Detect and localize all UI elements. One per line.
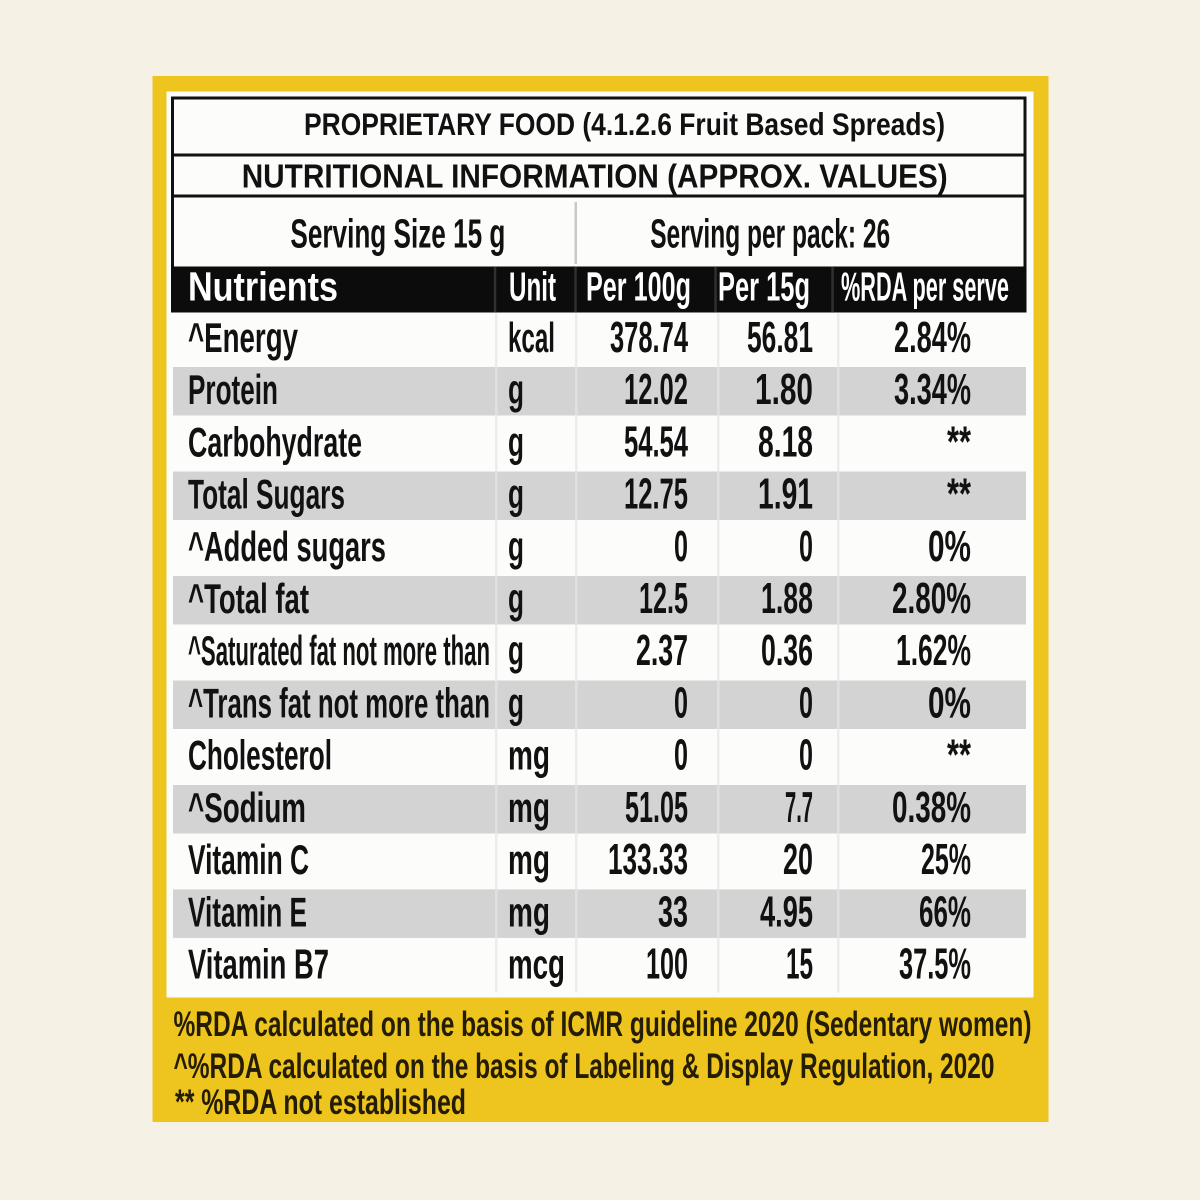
svg-text:54.54: 54.54 — [624, 417, 688, 466]
svg-text:mg: mg — [508, 732, 550, 779]
svg-text:g: g — [508, 575, 524, 622]
svg-text:0%: 0% — [928, 679, 971, 728]
svg-text:0.38%: 0.38% — [892, 783, 971, 832]
svg-text:Nutrients: Nutrients — [188, 264, 338, 310]
svg-text:Vitamin B7: Vitamin B7 — [188, 941, 329, 988]
svg-text:Serving per pack: 26: Serving per pack: 26 — [650, 211, 890, 257]
svg-text:7.7: 7.7 — [785, 783, 813, 832]
svg-text:0: 0 — [674, 679, 688, 728]
svg-text:1.91: 1.91 — [758, 470, 813, 519]
svg-text:56.81: 56.81 — [747, 313, 813, 362]
svg-text:^Trans fat not more than: ^Trans fat not more than — [188, 680, 490, 727]
svg-text:12.75: 12.75 — [624, 470, 688, 519]
svg-text:Total Sugars: Total Sugars — [188, 471, 345, 518]
svg-text:0: 0 — [674, 522, 688, 571]
svg-text:8.18: 8.18 — [758, 417, 813, 466]
svg-text:51.05: 51.05 — [625, 783, 688, 832]
svg-text:Unit: Unit — [509, 264, 556, 310]
svg-text:25%: 25% — [921, 835, 971, 884]
svg-text:Cholesterol: Cholesterol — [188, 732, 332, 779]
svg-text:NUTRITIONAL INFORMATION (APPRO: NUTRITIONAL INFORMATION (APPROX. VALUES) — [242, 158, 948, 195]
svg-text:133.33: 133.33 — [608, 835, 688, 884]
svg-text:^Added sugars: ^Added sugars — [188, 523, 386, 570]
svg-text:37.5%: 37.5% — [899, 940, 971, 989]
svg-text:20: 20 — [783, 835, 813, 884]
svg-text:^%RDA calculated on the basis: ^%RDA calculated on the basis of Labelin… — [174, 1046, 995, 1086]
svg-text:g: g — [508, 366, 524, 413]
svg-text:** %RDA not established: ** %RDA not established — [175, 1082, 466, 1122]
svg-text:%RDA per serve: %RDA per serve — [841, 264, 1009, 310]
svg-text:1.88: 1.88 — [761, 574, 813, 623]
svg-text:0.36: 0.36 — [761, 626, 813, 675]
svg-text:g: g — [508, 418, 524, 465]
svg-text:Serving Size 15 g: Serving Size 15 g — [290, 211, 505, 257]
svg-text:mg: mg — [508, 888, 550, 935]
svg-text:100: 100 — [646, 940, 688, 989]
svg-text:kcal: kcal — [508, 314, 555, 361]
svg-text:0: 0 — [674, 731, 688, 780]
svg-text:66%: 66% — [919, 887, 971, 936]
svg-text:PROPRIETARY FOOD (4.1.2.6 Frui: PROPRIETARY FOOD (4.1.2.6 Fruit Based Sp… — [304, 106, 945, 142]
svg-text:12.02: 12.02 — [624, 365, 688, 414]
svg-text:Per 100g: Per 100g — [586, 264, 691, 310]
svg-text:1.80: 1.80 — [755, 365, 813, 414]
svg-text:mg: mg — [508, 784, 550, 831]
svg-text:0: 0 — [799, 731, 813, 780]
svg-text:33: 33 — [658, 887, 688, 936]
svg-text:Protein: Protein — [188, 366, 278, 413]
svg-text:Carbohydrate: Carbohydrate — [188, 418, 362, 465]
svg-text:g: g — [508, 680, 524, 727]
svg-text:mg: mg — [508, 836, 550, 883]
svg-text:378.74: 378.74 — [610, 313, 688, 362]
svg-text:Vitamin E: Vitamin E — [188, 888, 307, 935]
svg-text:^Energy: ^Energy — [188, 314, 298, 361]
svg-text:Per 15g: Per 15g — [718, 264, 810, 310]
svg-text:**: ** — [947, 470, 972, 519]
svg-text:2.80%: 2.80% — [892, 574, 971, 623]
svg-text:^Total fat: ^Total fat — [188, 575, 309, 622]
svg-text:**: ** — [947, 731, 972, 780]
svg-text:0: 0 — [799, 679, 813, 728]
svg-text:mcg: mcg — [508, 941, 565, 988]
svg-text:0: 0 — [799, 522, 813, 571]
svg-text:%RDA calculated on the basis o: %RDA calculated on the basis of ICMR gui… — [174, 1004, 1032, 1044]
svg-text:12.5: 12.5 — [639, 574, 688, 623]
svg-text:1.62%: 1.62% — [896, 626, 971, 675]
svg-text:2.37: 2.37 — [636, 626, 688, 675]
svg-text:3.34%: 3.34% — [894, 365, 971, 414]
svg-text:Vitamin C: Vitamin C — [188, 836, 309, 883]
svg-text:15: 15 — [786, 940, 813, 989]
svg-text:g: g — [508, 627, 524, 674]
svg-text:**: ** — [947, 417, 972, 466]
svg-text:g: g — [508, 471, 524, 518]
svg-text:4.95: 4.95 — [760, 887, 813, 936]
svg-text:^Saturated fat not more than: ^Saturated fat not more than — [188, 627, 490, 674]
svg-text:g: g — [508, 523, 524, 570]
svg-text:2.84%: 2.84% — [894, 313, 971, 362]
svg-text:0%: 0% — [928, 522, 971, 571]
svg-text:^Sodium: ^Sodium — [188, 784, 306, 831]
